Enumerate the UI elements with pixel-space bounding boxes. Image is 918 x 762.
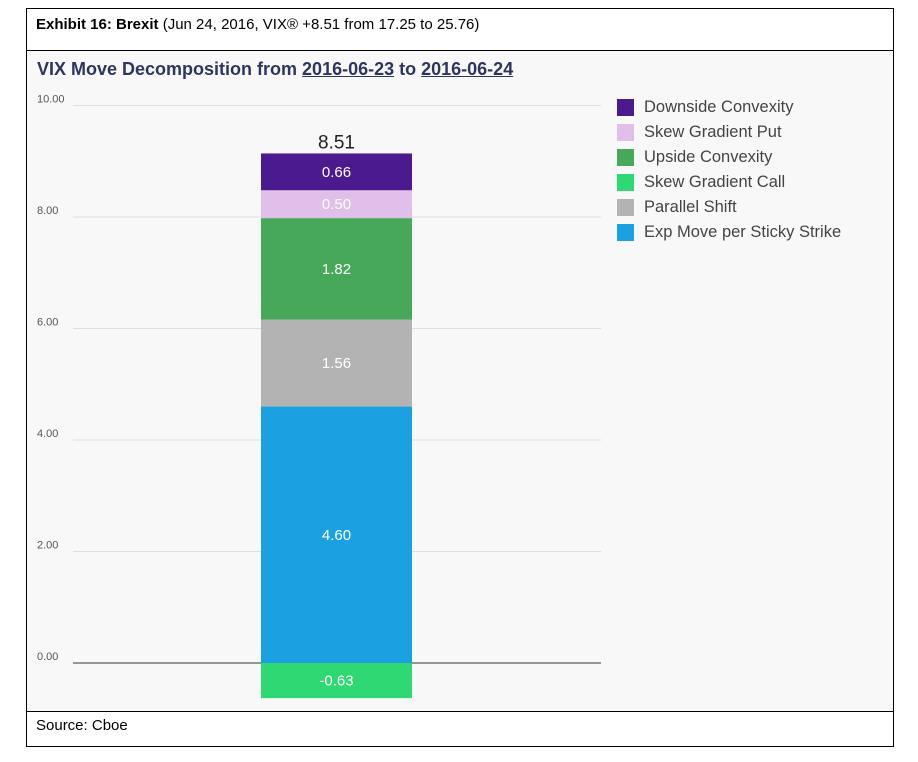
bar-label-skew-gradient-put: 0.50 (322, 196, 351, 213)
legend-swatch (617, 199, 634, 216)
chart-legend: Downside Convexity Skew Gradient Put Upsid… (617, 95, 841, 245)
y-tick-label: 6.00 (37, 317, 58, 329)
source-note: Source: Cboe (27, 711, 893, 746)
bar-label-downside-convexity: 0.66 (322, 164, 351, 181)
chart-title-connector: to (394, 59, 422, 79)
total-label: 8.51 (318, 132, 355, 153)
bar-segment-skew-gradient-put (261, 190, 412, 219)
exhibit-frame: Exhibit 16: Brexit (Jun 24, 2016, VIX® +… (26, 8, 894, 747)
legend-swatch (617, 124, 634, 141)
legend-item-exp-move-per-sticky-strike: Exp Move per Sticky Strike (617, 220, 841, 245)
legend-label: Parallel Shift (644, 198, 737, 216)
chart-title-date-to: 2016-06-24 (421, 59, 514, 79)
legend-label: Exp Move per Sticky Strike (644, 223, 842, 241)
y-tick-label: 0.00 (37, 651, 58, 663)
bar-label-exp-move-per-sticky-strike: 4.60 (322, 527, 351, 544)
bar-segment-parallel-shift (261, 319, 412, 407)
legend-swatch (617, 174, 634, 191)
bar-label-skew-gradient-call: -0.63 (319, 673, 353, 690)
y-tick-label: 8.00 (37, 205, 58, 217)
legend-swatch (617, 149, 634, 166)
bar-label-upside-convexity: 1.82 (322, 261, 351, 278)
legend-item-downside-convexity: Downside Convexity (617, 95, 841, 120)
bar-segment-downside-convexity (261, 153, 412, 191)
chart-title-date-from: 2016-06-23 (302, 59, 395, 79)
legend-label: Upside Convexity (644, 148, 773, 166)
bar-label-parallel-shift: 1.56 (322, 355, 351, 372)
legend-swatch (617, 224, 634, 241)
legend-item-skew-gradient-put: Skew Gradient Put (617, 120, 841, 145)
bar-segment-skew-gradient-call (261, 663, 412, 699)
legend-label: Skew Gradient Call (644, 173, 786, 191)
y-tick-label: 10.00 (37, 94, 65, 106)
y-tick-label: 2.00 (37, 540, 58, 552)
legend-swatch (617, 99, 634, 116)
legend-label: Downside Convexity (644, 98, 794, 116)
chart-title: VIX Move Decomposition from 2016-06-23 t… (37, 59, 513, 80)
chart-title-prefix: VIX Move Decomposition from (37, 59, 303, 79)
bar-segment-upside-convexity (261, 218, 412, 320)
exhibit-header: Exhibit 16: Brexit (Jun 24, 2016, VIX® +… (27, 9, 893, 51)
bar-segment-exp-move-per-sticky-strike (261, 406, 412, 663)
exhibit-detail: (Jun 24, 2016, VIX® +8.51 from 17.25 to … (158, 16, 480, 33)
legend-item-skew-gradient-call: Skew Gradient Call (617, 170, 841, 195)
legend-item-parallel-shift: Parallel Shift (617, 195, 841, 220)
legend-item-upside-convexity: Upside Convexity (617, 145, 841, 170)
chart-area: VIX Move Decomposition from 2016-06-23 t… (27, 51, 893, 711)
exhibit-label: Exhibit 16: Brexit (36, 16, 159, 33)
legend-label: Skew Gradient Put (644, 123, 782, 141)
y-tick-label: 4.00 (37, 428, 58, 440)
chart-plot: 10.00 8.00 6.00 4.00 2.00 0.00 4.60 1.56 1.82 0.5… (37, 94, 601, 699)
